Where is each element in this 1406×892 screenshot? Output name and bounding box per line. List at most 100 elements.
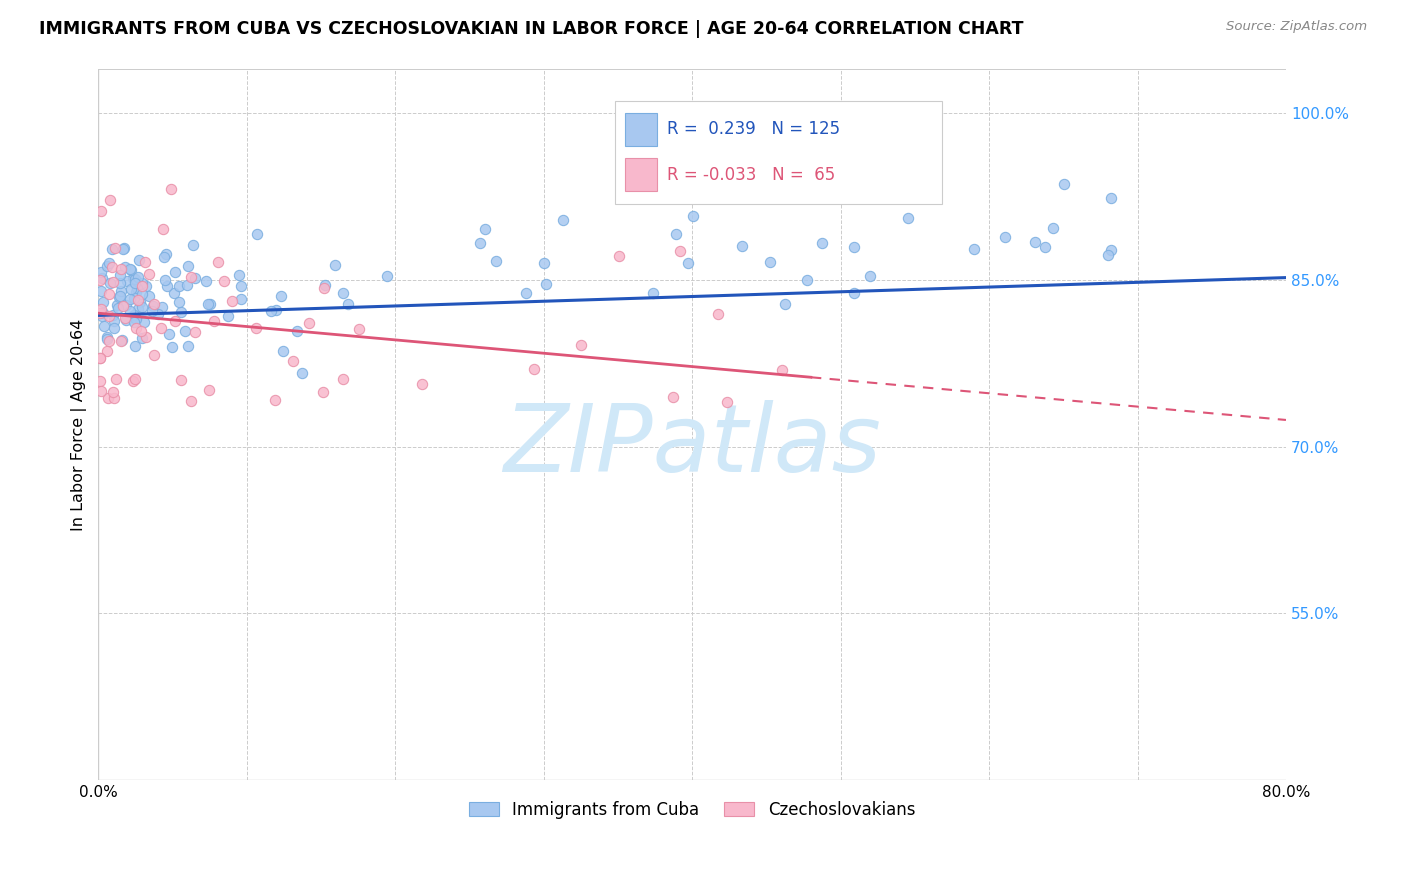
Point bbox=[270, 289, 292, 303]
Point bbox=[167, 279, 190, 293]
Point bbox=[152, 222, 174, 236]
Point bbox=[90, 384, 112, 398]
Point bbox=[842, 239, 865, 253]
Point bbox=[485, 254, 508, 268]
Point bbox=[515, 285, 537, 300]
Point bbox=[104, 240, 127, 254]
Point bbox=[177, 339, 200, 353]
Point bbox=[120, 262, 142, 277]
Point bbox=[91, 270, 114, 285]
Point bbox=[271, 343, 294, 358]
Point bbox=[127, 302, 149, 317]
Point bbox=[91, 306, 114, 320]
Text: ZIPatlas: ZIPatlas bbox=[503, 401, 882, 491]
Point bbox=[217, 309, 239, 323]
Point bbox=[773, 297, 796, 311]
Point bbox=[142, 297, 165, 311]
Point bbox=[163, 285, 186, 300]
Point bbox=[716, 395, 738, 409]
Point bbox=[112, 241, 135, 255]
Point bbox=[124, 339, 146, 353]
Point bbox=[1053, 178, 1076, 192]
Point bbox=[569, 338, 592, 352]
Text: R = -0.033   N =  65: R = -0.033 N = 65 bbox=[668, 166, 835, 184]
Point bbox=[707, 307, 730, 321]
Point bbox=[115, 297, 138, 311]
Point bbox=[134, 254, 156, 268]
Point bbox=[131, 279, 153, 293]
Point bbox=[770, 362, 793, 376]
Point bbox=[297, 316, 319, 330]
Point bbox=[682, 209, 704, 223]
Point bbox=[180, 393, 202, 408]
Point bbox=[1099, 191, 1122, 205]
Point bbox=[312, 384, 335, 399]
Point bbox=[98, 309, 121, 323]
Point bbox=[101, 275, 124, 289]
Point bbox=[229, 278, 252, 293]
Point bbox=[859, 269, 882, 284]
Point bbox=[100, 260, 122, 274]
Y-axis label: In Labor Force | Age 20-64: In Labor Force | Age 20-64 bbox=[72, 318, 87, 531]
Point bbox=[127, 293, 149, 308]
Point bbox=[264, 393, 287, 408]
Point bbox=[177, 259, 200, 273]
Point bbox=[221, 294, 243, 309]
Point bbox=[160, 341, 183, 355]
Point bbox=[101, 308, 124, 322]
Point bbox=[131, 300, 153, 314]
Point bbox=[165, 314, 187, 328]
Point bbox=[184, 325, 207, 339]
Point bbox=[150, 301, 173, 315]
Bar bbox=[624, 159, 658, 192]
Point bbox=[665, 227, 688, 242]
Point bbox=[411, 376, 433, 391]
Point bbox=[93, 319, 115, 334]
Point bbox=[157, 326, 180, 341]
Point bbox=[963, 242, 986, 256]
Point bbox=[135, 279, 157, 293]
Point bbox=[110, 262, 132, 277]
Point bbox=[129, 324, 152, 338]
Point bbox=[110, 276, 132, 290]
Point bbox=[146, 307, 169, 321]
Point bbox=[153, 273, 176, 287]
Point bbox=[103, 391, 125, 405]
Point bbox=[98, 256, 121, 270]
Point bbox=[155, 279, 177, 293]
Point bbox=[811, 236, 834, 251]
Point bbox=[89, 351, 111, 366]
Point bbox=[553, 213, 575, 227]
Point bbox=[994, 230, 1017, 244]
Point bbox=[155, 247, 177, 261]
Point bbox=[97, 391, 120, 405]
Point bbox=[523, 362, 546, 376]
Point bbox=[197, 297, 219, 311]
Point bbox=[1099, 244, 1122, 258]
Point bbox=[134, 315, 156, 329]
Point bbox=[90, 265, 112, 279]
Point bbox=[176, 278, 198, 293]
Point bbox=[138, 268, 160, 282]
Point bbox=[1024, 235, 1046, 250]
Point bbox=[96, 259, 118, 273]
Text: Source: ZipAtlas.com: Source: ZipAtlas.com bbox=[1226, 20, 1367, 33]
Point bbox=[142, 299, 165, 313]
Point bbox=[281, 353, 304, 368]
Point bbox=[212, 274, 235, 288]
Point bbox=[89, 374, 111, 388]
Point bbox=[121, 271, 143, 285]
Point bbox=[114, 310, 136, 325]
Point bbox=[122, 374, 145, 388]
Point bbox=[103, 313, 125, 327]
Point bbox=[90, 284, 112, 298]
Point bbox=[124, 371, 146, 385]
Point bbox=[163, 265, 186, 279]
Point bbox=[135, 329, 157, 343]
Point bbox=[897, 211, 920, 226]
Point bbox=[662, 390, 685, 404]
Point bbox=[110, 334, 132, 348]
Point bbox=[245, 320, 267, 334]
Point bbox=[609, 249, 631, 263]
Text: R =  0.239   N = 125: R = 0.239 N = 125 bbox=[668, 120, 841, 138]
